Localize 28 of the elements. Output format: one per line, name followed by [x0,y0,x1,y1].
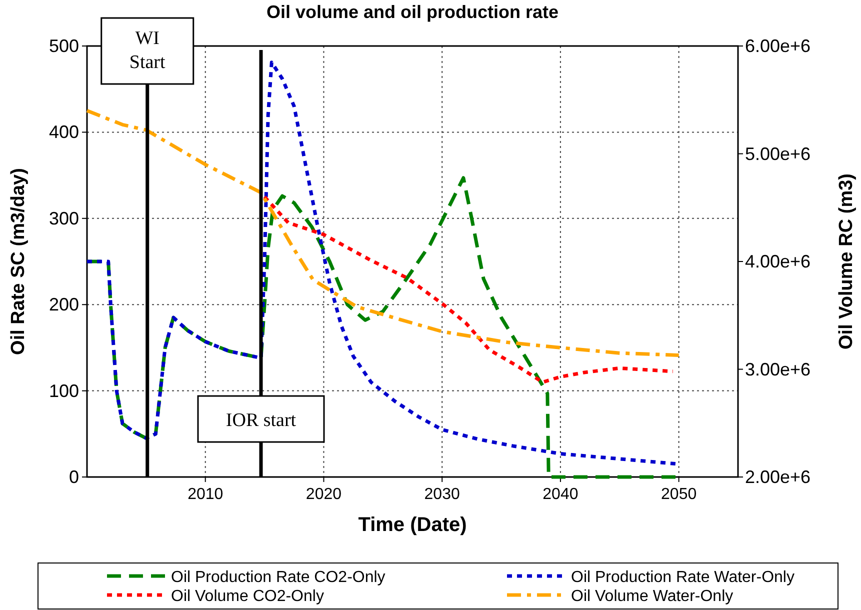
x-tick-label: 2050 [661,486,697,503]
y-tick-label: 300 [48,208,79,228]
chart-title: Oil volume and oil production rate [266,2,559,22]
y-tick-label: 0 [68,467,79,487]
x-tick-label: 2030 [424,486,460,503]
y2-axis-title: Oil Volume RC (m3) [836,174,857,350]
legend-label: Oil Volume CO2-Only [171,588,324,605]
x-tick-label: 2010 [188,486,224,503]
legend-label: Oil Volume Water-Only [571,588,734,605]
y-tick-label: 100 [48,380,79,401]
y-tick-label: 200 [48,294,79,315]
y2-tick-label: 2.00e+6 [745,467,811,487]
ref-line-label: IOR start [226,410,297,431]
line-series [85,108,681,357]
y2-tick-label: 4.00e+6 [745,252,811,272]
x-axis-title: Time (Date) [358,514,467,536]
legend-label: Oil Production Rate Water-Only [571,569,794,586]
legend-label: Oil Production Rate CO2-Only [171,569,386,586]
y-axis-title: Oil Rate SC (m3/day) [8,168,29,355]
y2-tick-label: 6.00e+6 [745,36,811,56]
y-tick-label: 400 [48,122,79,142]
y-tick-label: 500 [48,36,79,56]
y2-tick-label: 3.00e+6 [745,359,811,380]
line-series [262,195,675,384]
y2-tick-label: 5.00e+6 [745,144,811,164]
x-tick-label: 2020 [306,486,342,503]
x-tick-label: 2040 [542,486,578,503]
ref-line-label: WI Start [129,28,166,73]
